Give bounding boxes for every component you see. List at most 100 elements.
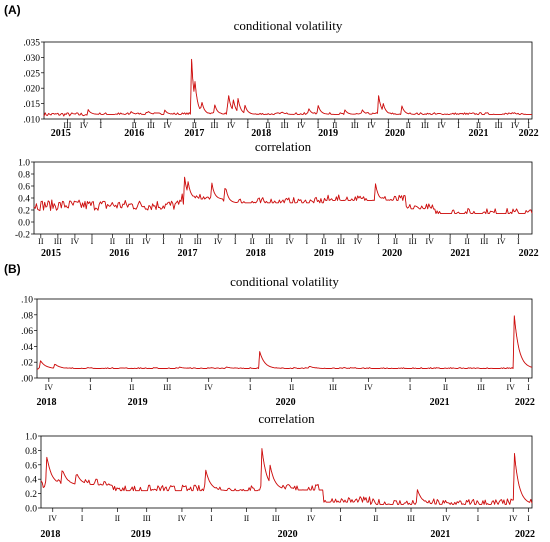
- x-tick-label: III: [163, 383, 171, 392]
- x-tick-label: III: [409, 237, 417, 246]
- plot-area: [33, 161, 533, 235]
- series-line: [36, 315, 533, 370]
- x-tick-label: I: [210, 514, 213, 523]
- y-tick-label: .010: [23, 116, 40, 126]
- x-tick-label: IV: [214, 237, 223, 246]
- x-tick-label: II: [132, 121, 138, 130]
- x-tick-label: II: [110, 237, 116, 246]
- chart-title: correlation: [258, 411, 315, 426]
- y-tick-label: .030: [23, 54, 40, 64]
- x-tick-label: IV: [80, 121, 89, 130]
- year-label: 2020: [382, 248, 402, 259]
- x-tick-label: II: [476, 121, 482, 130]
- x-tick-label: II: [465, 237, 471, 246]
- x-tick-label: II: [443, 383, 449, 392]
- y-tick-label: .00: [21, 375, 33, 385]
- y-tick-label: .020: [23, 85, 40, 95]
- x-tick-label: I: [477, 514, 480, 523]
- plot-area: [40, 435, 533, 509]
- series-line: [33, 176, 533, 215]
- year-label: 2021: [469, 128, 489, 139]
- x-tick-label: IV: [45, 383, 54, 392]
- x-tick-label: III: [54, 237, 62, 246]
- x-tick-label: II: [321, 237, 327, 246]
- x-tick-label: II: [244, 514, 250, 523]
- x-tick-label: I: [91, 237, 94, 246]
- y-tick-label: 1.0: [25, 433, 37, 443]
- year-label: 2019: [318, 128, 338, 139]
- x-tick-label: I: [449, 237, 452, 246]
- y-tick-label: 0.2: [18, 207, 30, 217]
- x-tick-label: I: [527, 121, 530, 130]
- x-tick-label: II: [115, 514, 121, 523]
- y-tick-label: 0.0: [18, 219, 30, 229]
- x-tick-label: IV: [71, 237, 80, 246]
- year-label: 2019: [128, 397, 148, 408]
- year-label: 2015: [51, 128, 71, 139]
- x-tick-label: III: [126, 237, 134, 246]
- x-tick-label: I: [387, 121, 390, 130]
- x-tick-label: I: [234, 237, 237, 246]
- x-tick-label: I: [317, 121, 320, 130]
- x-tick-label: IV: [354, 237, 363, 246]
- chart-a2: correlation-0.20.00.20.40.60.81.0II III IV…: [15, 139, 539, 259]
- panel-label-a: (A): [4, 3, 21, 17]
- year-label: 2020: [385, 128, 405, 139]
- y-tick-label: 0.6: [18, 183, 30, 193]
- year-label: 2016: [124, 128, 144, 139]
- x-tick-label: II: [373, 514, 379, 523]
- x-tick-label: I: [81, 514, 84, 523]
- year-label: 2017: [177, 248, 197, 259]
- y-tick-label: .04: [21, 343, 33, 353]
- x-tick-label: I: [377, 237, 380, 246]
- x-tick-label: III: [272, 514, 280, 523]
- year-label: 2019: [314, 248, 334, 259]
- x-tick-label: IV: [227, 121, 236, 130]
- x-tick-label: III: [265, 237, 273, 246]
- x-tick-label: III: [194, 237, 202, 246]
- x-tick-label: III: [147, 121, 155, 130]
- x-tick-label: I: [99, 121, 102, 130]
- year-label: 2021: [450, 248, 470, 259]
- x-tick-label: III: [351, 121, 359, 130]
- year-label: 2018: [246, 248, 266, 259]
- x-tick-label: III: [421, 121, 429, 130]
- x-tick-label: II: [406, 121, 412, 130]
- x-tick-label: IV: [163, 121, 172, 130]
- x-tick-label: IV: [438, 121, 447, 130]
- x-tick-label: II: [250, 237, 256, 246]
- x-tick-label: IV: [204, 383, 213, 392]
- year-label: 2022: [515, 397, 535, 408]
- x-tick-label: II: [393, 237, 399, 246]
- x-tick-label: I: [527, 514, 530, 523]
- x-tick-label: I: [306, 237, 309, 246]
- x-tick-label: III: [210, 121, 218, 130]
- x-tick-label: II: [129, 383, 135, 392]
- series-line: [43, 58, 532, 117]
- x-tick-label: IV: [364, 383, 373, 392]
- x-tick-label: IV: [497, 237, 506, 246]
- y-tick-label: 0.4: [25, 476, 37, 486]
- year-label: 2022: [519, 248, 539, 259]
- x-tick-label: II: [178, 237, 184, 246]
- y-tick-label: 0.8: [18, 171, 30, 181]
- year-label: 2021: [430, 397, 450, 408]
- year-label: 2017: [184, 128, 204, 139]
- plot-area: [36, 298, 533, 379]
- x-tick-label: IV: [49, 514, 58, 523]
- x-tick-label: IV: [307, 514, 316, 523]
- y-tick-label: .06: [21, 327, 33, 337]
- x-tick-label: II: [38, 237, 44, 246]
- x-tick-label: I: [162, 237, 165, 246]
- x-tick-label: IV: [178, 514, 187, 523]
- chart-title: conditional volatility: [234, 18, 343, 33]
- x-tick-label: I: [339, 514, 342, 523]
- x-tick-label: I: [409, 383, 412, 392]
- x-tick-label: III: [329, 383, 337, 392]
- y-tick-label: .10: [21, 296, 33, 306]
- x-tick-label: III: [337, 237, 345, 246]
- year-label: 2020: [276, 397, 296, 408]
- year-label: 2019: [131, 529, 151, 540]
- x-tick-label: I: [89, 383, 92, 392]
